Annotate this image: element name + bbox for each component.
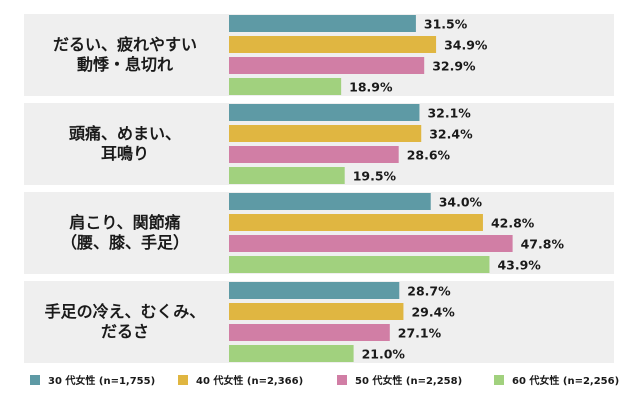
legend-swatch [337, 375, 347, 385]
category-label-line: 耳鳴り [101, 144, 149, 163]
bar [229, 78, 342, 95]
category-label: 手足の冷え、むくみ、だるさ [45, 302, 206, 341]
legend-swatch [178, 375, 188, 385]
data-label: 34.0% [439, 195, 483, 210]
bar [229, 57, 425, 74]
category-label-line: 肩こり、関節痛 [69, 213, 180, 232]
legend-label: 30 代女性 (n=1,755) [48, 374, 155, 387]
legend-label: 40 代女性 (n=2,366) [196, 374, 303, 387]
data-label: 28.6% [407, 148, 451, 163]
bar [229, 36, 437, 53]
bar [229, 235, 513, 252]
legend-label: 50 代女性 (n=2,258) [355, 374, 462, 387]
legend-swatch [30, 375, 40, 385]
bar [229, 345, 354, 362]
bar [229, 104, 420, 121]
category-label: 肩こり、関節痛（腰、膝、手足） [61, 213, 189, 252]
bars [229, 15, 513, 362]
labels: だるい、疲れやすい動悸・息切れ 31.5% 34.9% 32.9% 18.9% 頭痛、めま… [45, 17, 565, 362]
data-label: 32.4% [429, 127, 473, 142]
legend: 30 代女性 (n=1,755) 40 代女性 (n=2,366) 50 代女性 (… [30, 374, 619, 387]
data-label: 28.7% [407, 284, 451, 299]
data-label: 18.9% [349, 80, 393, 95]
data-label: 34.9% [444, 38, 488, 53]
data-label: 43.9% [497, 258, 541, 273]
category-label-line: 頭痛、めまい、 [69, 124, 181, 143]
bar [229, 256, 490, 273]
category-label-line: 手足の冷え、むくみ、 [45, 302, 206, 321]
category-label: 頭痛、めまい、耳鳴り [69, 124, 181, 163]
bar [229, 214, 483, 231]
bar [229, 324, 390, 341]
bar [229, 193, 431, 210]
data-label: 32.1% [427, 106, 471, 121]
category-label-line: だるさ [101, 322, 149, 341]
category-label-line: （腰、膝、手足） [61, 233, 189, 252]
category-label: だるい、疲れやすい動悸・息切れ [53, 35, 197, 74]
bar [229, 167, 345, 184]
category-label-line: 動悸・息切れ [77, 55, 173, 74]
data-label: 42.8% [491, 216, 535, 231]
data-label: 29.4% [411, 305, 455, 320]
bar [229, 282, 400, 299]
bar [229, 303, 404, 320]
data-label: 21.0% [362, 347, 406, 362]
data-label: 27.1% [398, 326, 442, 341]
bar [229, 15, 416, 32]
data-label: 31.5% [424, 17, 468, 32]
bar [229, 146, 399, 163]
data-label: 47.8% [521, 237, 565, 252]
legend-swatch [494, 375, 504, 385]
data-label: 32.9% [432, 59, 476, 74]
bar [229, 125, 422, 142]
data-label: 19.5% [353, 169, 397, 184]
category-label-line: だるい、疲れやすい [53, 35, 197, 54]
legend-label: 60 代女性 (n=2,256) [512, 374, 619, 387]
